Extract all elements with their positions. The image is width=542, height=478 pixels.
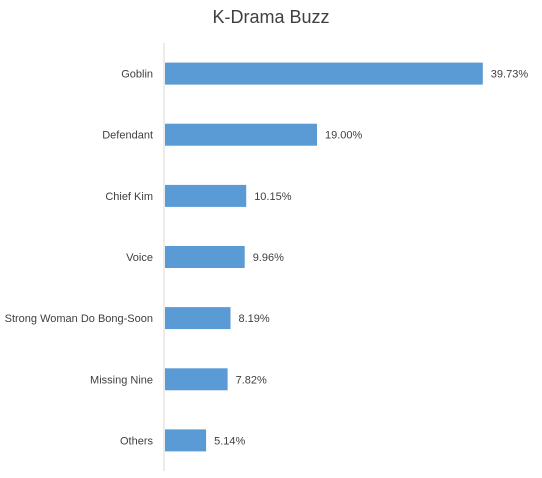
category-label-defendant: Defendant <box>102 130 153 142</box>
data-label-strong-woman-do-bong-soon: 8.19% <box>239 313 270 325</box>
category-label-chief-kim: Chief Kim <box>105 191 153 203</box>
bar-missing-nine <box>165 368 228 391</box>
bars-group <box>165 62 483 452</box>
bar-chief-kim <box>165 184 247 207</box>
category-label-voice: Voice <box>126 252 153 264</box>
chart-title: K-Drama Buzz <box>212 7 329 27</box>
category-label-others: Others <box>120 435 154 447</box>
category-label-goblin: Goblin <box>121 69 153 81</box>
data-label-goblin: 39.73% <box>491 69 529 81</box>
bar-defendant <box>165 123 317 146</box>
data-label-missing-nine: 7.82% <box>236 374 267 386</box>
data-label-others: 5.14% <box>214 435 245 447</box>
bar-voice <box>165 246 245 268</box>
data-label-defendant: 19.00% <box>325 130 363 142</box>
data-label-voice: 9.96% <box>253 252 284 264</box>
bar-goblin <box>165 62 483 85</box>
category-label-missing-nine: Missing Nine <box>90 374 153 386</box>
category-label-strong-woman-do-bong-soon: Strong Woman Do Bong-Soon <box>5 313 153 325</box>
bar-strong-woman-do-bong-soon <box>165 307 231 330</box>
data-label-chief-kim: 10.15% <box>254 191 292 203</box>
category-labels-group: Goblin Defendant Chief Kim Voice Strong Woma… <box>5 69 154 448</box>
bar-others <box>165 429 207 452</box>
data-labels-group: 39.73% 19.00% 10.15% 9.96% 8.19% 7.82% 5.14% <box>214 69 528 448</box>
